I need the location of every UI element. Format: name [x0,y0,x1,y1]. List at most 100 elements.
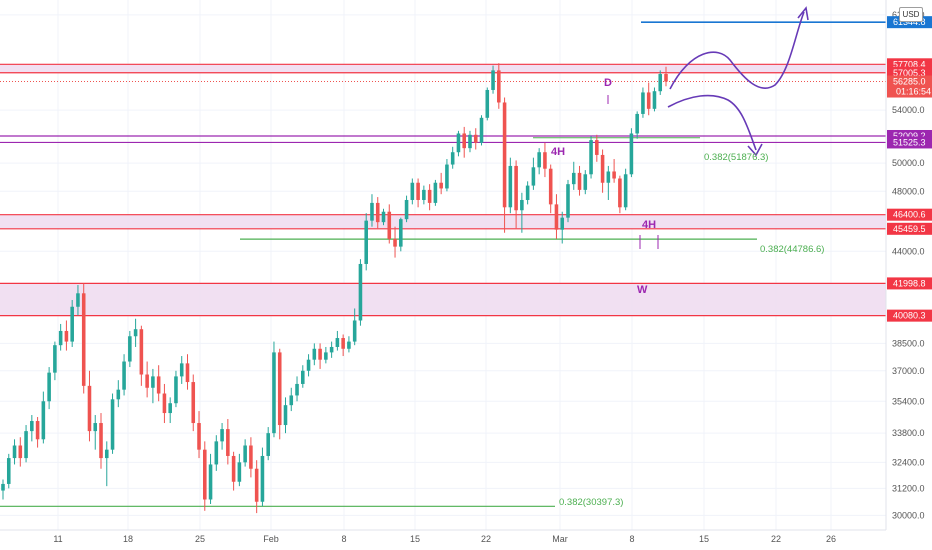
price-tag-label: 45459.5 [893,224,926,234]
candle-body [358,263,363,321]
candle-body [174,376,178,404]
candle-body [58,330,63,346]
horizontal-levels [0,21,886,507]
candle-body [439,182,443,189]
candle-body [427,189,432,203]
candle-body [445,164,449,189]
candle-body [399,219,403,247]
price-zones [0,63,886,317]
time-tick-label: 18 [123,534,133,544]
price-tick-label: 44000.0 [892,246,925,256]
price-tick-label: 32400.0 [892,457,925,467]
candle-body [272,352,276,434]
price-tag-countdown: 01:16:54 [896,87,931,97]
candle-body [18,445,23,459]
candle-body [289,395,294,406]
candle-body [456,133,461,153]
price-tick-label: 37000.0 [892,366,925,376]
price-tick-label: 31200.0 [892,483,925,493]
candle-body [583,174,588,190]
candle-body [335,338,340,347]
candle-body [652,91,657,109]
projection-down-path [667,94,757,151]
candle-body [341,338,345,349]
candle-body [295,383,299,396]
candle-body [560,217,565,230]
candle-body [191,382,196,424]
candle-body [41,401,46,440]
candle-body [502,102,507,208]
candle-body [404,199,409,220]
fib-label-middle: 0.382(44786.6) [760,244,824,255]
candle-body [156,376,161,394]
candle-body [514,165,518,211]
annotation-w: W [637,284,648,296]
candle-body [520,199,524,211]
time-tick-label: 8 [341,534,346,544]
candle-body [525,185,530,200]
price-tag-label: 51525.3 [893,137,926,147]
candle-body [485,89,490,118]
annotation-4h-upper: 4H [551,146,565,158]
price-axis[interactable]: 62000.054000.050000.048000.044000.038500… [892,10,925,521]
price-tag-label: 40080.3 [893,311,926,321]
candle-body [145,374,149,388]
candle-body [450,152,455,165]
candle-body [347,341,351,349]
candle-body [352,320,357,342]
time-tick-label: 22 [481,534,491,544]
candlestick-series [1,63,668,514]
price-tick-label: 48000.0 [892,186,925,196]
currency-button[interactable]: USD [899,7,923,22]
candle-body [87,385,92,432]
candle-body [12,445,17,459]
price-tag-label: 57708.4 [893,59,926,69]
price-tag [887,309,932,322]
weekly-zone [0,283,886,316]
candle-body [479,117,484,143]
price-tick-label: 54000.0 [892,105,925,115]
candle-body [64,330,69,342]
candle-body [329,346,334,353]
candle-body [202,449,207,500]
price-tag-label: 56285.0 [893,77,926,87]
projection-up-arrowhead [797,6,809,21]
candle-body [6,458,11,484]
candle-body [197,423,201,450]
candle-body [81,293,86,386]
candle-body [370,202,374,221]
candle-body [606,171,611,183]
price-tick-label: 35400.0 [892,396,925,406]
candle-body [128,336,132,362]
candle-body [612,171,616,179]
time-tick-label: 15 [410,534,420,544]
candle-body [93,423,98,432]
candle-body [99,423,103,459]
candle-body [139,329,144,375]
candle-body [277,352,282,426]
candle-body [110,399,115,450]
price-tick-label: 33800.0 [892,428,925,438]
projection-up-path [669,11,805,90]
price-tag-label: 41998.8 [893,278,926,288]
candle-body [179,363,184,377]
candle-body [658,74,663,92]
candle-body [664,74,668,82]
time-tick-label: 11 [53,534,62,544]
candle-body [133,329,138,337]
candle-body [237,462,242,482]
candle-body [266,433,270,456]
candle-body [214,441,219,465]
candle-body [629,133,634,175]
candle-body [104,449,109,459]
support-zone [0,214,886,229]
price-tick-label: 30000.0 [892,510,925,520]
candle-body [364,220,368,264]
time-axis[interactable]: 11 18 25 Feb 8 15 22 Mar 8 15 22 26 [53,534,836,544]
drawings [607,6,809,249]
price-tag [887,222,932,235]
candle-body [306,359,311,371]
candle-body [30,421,34,432]
